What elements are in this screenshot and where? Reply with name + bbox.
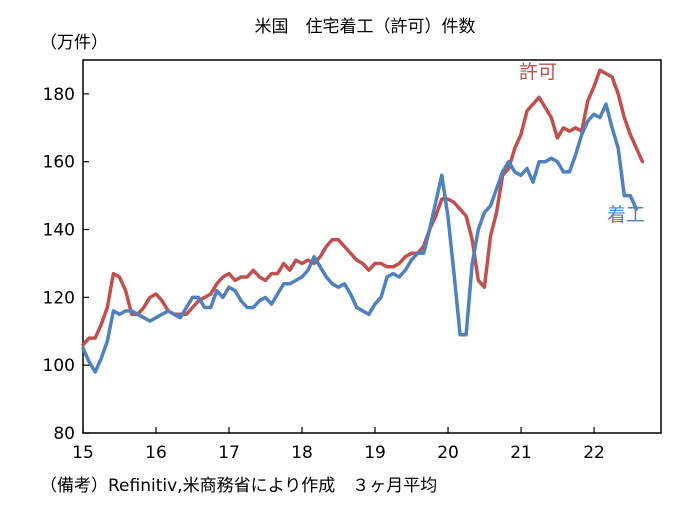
x-tick-label: 22 <box>583 443 605 463</box>
series-label-permits: 許可 <box>519 61 557 83</box>
x-tick-label: 19 <box>364 443 386 463</box>
x-tick-label: 17 <box>218 443 240 463</box>
chart-title: 米国 住宅着工（許可）件数 <box>255 17 476 37</box>
y-tick-label: 120 <box>43 288 75 308</box>
x-tick-label: 15 <box>72 443 94 463</box>
x-tick-label: 21 <box>510 443 532 463</box>
series-lines <box>81 68 645 374</box>
y-tick-label: 180 <box>43 85 75 105</box>
unit-label: （万件） <box>40 33 108 53</box>
x-tick-label: 18 <box>291 443 313 463</box>
y-tick-label: 140 <box>43 221 75 241</box>
starts-line <box>81 102 639 374</box>
permits-line <box>81 68 645 347</box>
y-tick-label: 80 <box>53 424 75 444</box>
y-tick-label: 100 <box>43 356 75 376</box>
plot-area <box>82 59 662 434</box>
chart-caption: （備考）Refinitiv,米商務省により作成 ３ヶ月平均 <box>40 476 437 496</box>
x-tick-label: 20 <box>437 443 459 463</box>
y-axis: 80 100 120 140 160 180 <box>43 85 89 444</box>
x-tick-label: 16 <box>145 443 167 463</box>
x-axis: 15 16 17 18 19 20 21 22 <box>72 427 605 463</box>
y-tick-label: 160 <box>43 153 75 173</box>
series-label-starts: 着工 <box>607 204 645 226</box>
